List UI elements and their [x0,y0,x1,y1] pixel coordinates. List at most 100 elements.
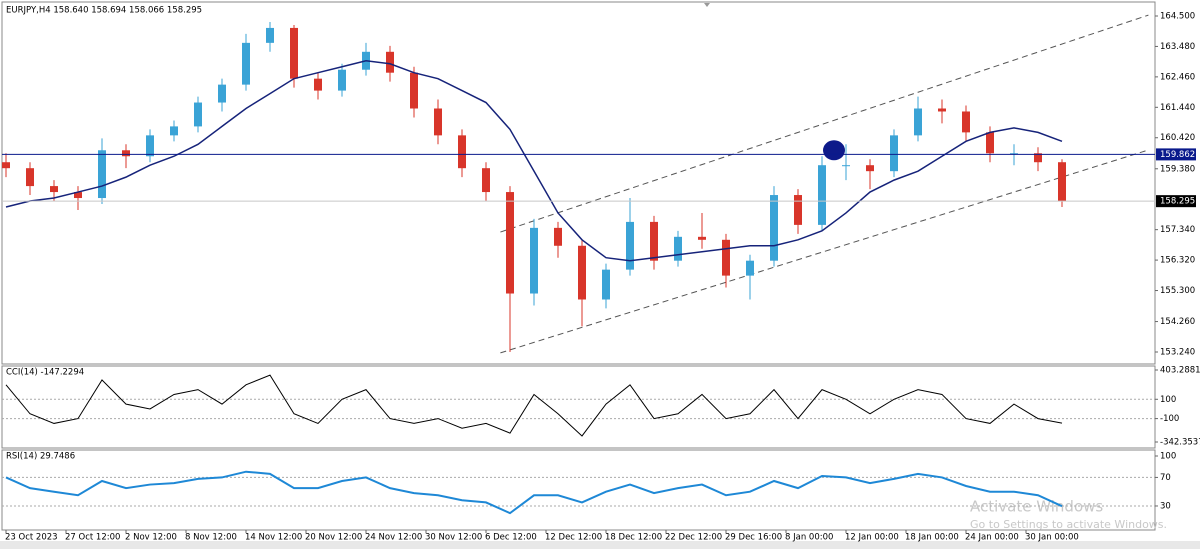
candle-body [26,168,34,187]
x-tick-label: 8 Jan 00:00 [785,533,833,543]
candle-body [482,168,490,193]
y-tick-label: 157.340 [1160,225,1195,235]
shift-marker [704,3,710,7]
candle-body [410,72,418,109]
cci-panel [1,365,1156,449]
x-tick-label: 2 Nov 12:00 [125,533,177,543]
candle-body [458,135,466,169]
candle-body [218,84,226,103]
candle-body [98,150,106,199]
y-tick-label: 155.300 [1160,286,1195,296]
y-tick-label: 163.480 [1160,42,1195,52]
x-tick-label: 30 Jan 00:00 [1025,533,1079,543]
indicator-line [5,374,1063,437]
price-label: 159.862 [1160,150,1195,160]
y-tick-label: 403.2881 [1160,366,1200,376]
main-panel [1,1,1156,365]
candle-body [866,165,874,172]
panel-title: CCI(14) -147.2294 [6,368,84,378]
candle-body [674,236,682,261]
candle-body [818,165,826,225]
candle-body [50,186,58,193]
y-tick-label: 100 [1160,452,1176,462]
candle-body [650,221,658,261]
x-tick-label: 14 Nov 12:00 [245,533,302,543]
candle-body [890,135,898,172]
x-tick-label: 27 Oct 12:00 [65,533,120,543]
candle-body [722,239,730,276]
candle-body [146,135,154,157]
x-tick-label: 29 Dec 16:00 [725,533,782,543]
x-tick-label: 8 Nov 12:00 [185,533,237,543]
tab-bar [0,541,1200,549]
candle-body [914,108,922,136]
candle-body [242,42,250,85]
candle-body [2,162,10,169]
x-tick-label: 23 Oct 2023 [5,533,58,543]
candle-body [698,236,706,240]
y-tick-label: 70 [1160,473,1171,483]
y-tick-label: 154.260 [1160,317,1195,327]
panel-title: EURJPY,H4 158.640 158.694 158.066 158.29… [6,6,202,16]
candle-body [986,132,994,154]
candle-body [338,69,346,91]
watermark-title: Activate Windows [970,498,1103,516]
y-tick-label: 153.240 [1160,348,1195,358]
candle-body [1010,153,1018,155]
candle-body [938,108,946,112]
candle-body [578,245,586,300]
y-tick-label: 100 [1160,395,1176,405]
x-tick-label: 24 Nov 12:00 [365,533,422,543]
y-tick-label: -342.3537 [1160,438,1200,448]
x-tick-label: 22 Dec 12:00 [665,533,722,543]
x-tick-label: 18 Jan 00:00 [905,533,959,543]
candle-body [266,27,274,43]
indicator-line [5,470,1063,515]
moving-average [5,59,1063,262]
candle-body [1034,153,1042,163]
y-tick-label: 30 [1160,501,1171,511]
candle-body [842,165,850,167]
candle-body [962,111,970,133]
y-tick-label: 156.320 [1160,256,1195,266]
plot-layer [2,14,1149,354]
x-tick-label: 18 Dec 12:00 [605,533,662,543]
candle-body [122,150,130,157]
candle-body [770,195,778,261]
marker [823,140,845,161]
rsi-panel [1,449,1156,531]
price-label-box [1156,148,1196,161]
candle-body [170,126,178,136]
trendline [500,149,1149,354]
y-tick-label: 160.420 [1160,133,1195,143]
x-tick-label: 20 Nov 12:00 [305,533,362,543]
candle-body [290,27,298,79]
candle-body [314,78,322,91]
y-tick-label: 162.460 [1160,72,1195,82]
candle-body [602,269,610,300]
candle-body [746,260,754,276]
x-tick-label: 30 Nov 12:00 [425,533,482,543]
candle-body [194,102,202,127]
candle-body [506,192,514,294]
x-tick-label: 24 Jan 00:00 [965,533,1019,543]
x-tick-label: 12 Jan 00:00 [845,533,899,543]
candle-body [434,108,442,136]
y-tick-label: 164.500 [1160,11,1195,21]
x-tick-label: 6 Dec 12:00 [485,533,537,543]
candle-body [530,227,538,294]
panel-title: RSI(14) 29.7486 [6,452,75,462]
y-tick-label: 159.380 [1160,164,1195,174]
price-label: 158.295 [1160,197,1195,207]
price-label-box [1156,195,1196,208]
x-tick-label: 12 Dec 12:00 [545,533,602,543]
candle-body [554,227,562,246]
candle-body [626,221,634,270]
y-tick-label: 161.440 [1160,103,1195,113]
candle-body [386,51,394,73]
candle-body [794,195,802,225]
watermark-subtitle: Go to Settings to activate Windows. [970,518,1167,531]
y-tick-label: -100 [1160,414,1179,424]
